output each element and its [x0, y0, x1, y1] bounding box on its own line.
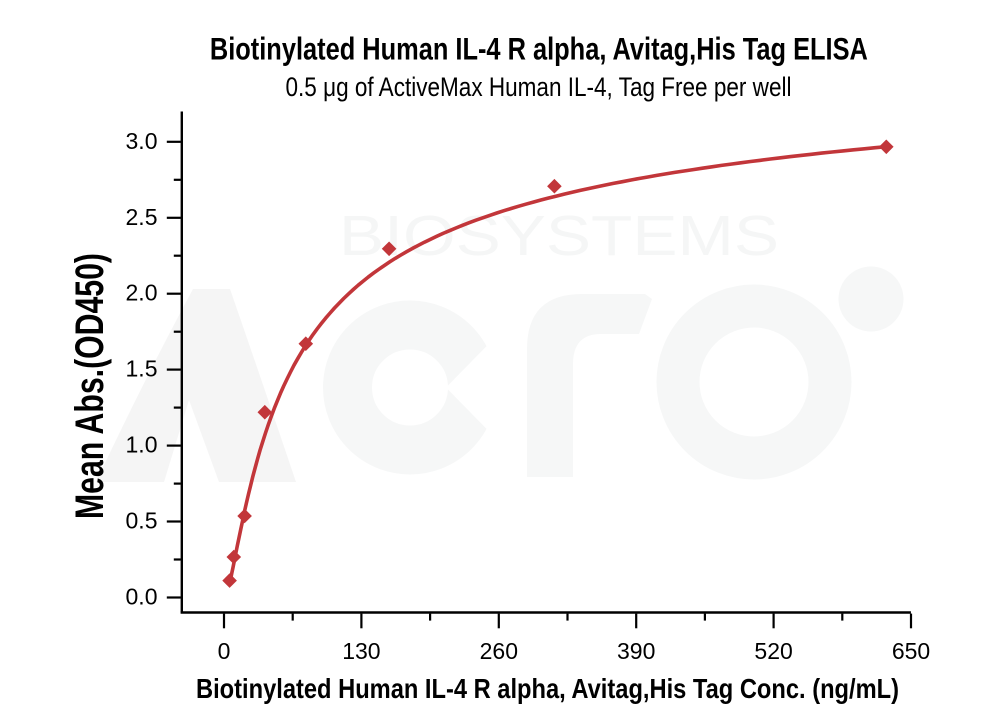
svg-text:520: 520	[754, 638, 792, 664]
svg-text:2.5: 2.5	[126, 204, 158, 230]
svg-text:390: 390	[617, 638, 655, 664]
svg-text:260: 260	[480, 638, 518, 664]
svg-text:0.0: 0.0	[126, 584, 158, 610]
svg-text:2.0: 2.0	[126, 280, 158, 306]
svg-text:0: 0	[218, 638, 231, 664]
svg-text:0.5 μg of ActiveMax Human IL-4: 0.5 μg of ActiveMax Human IL-4, Tag Free…	[286, 72, 792, 102]
svg-text:BIOSYSTEMS: BIOSYSTEMS	[339, 204, 779, 268]
svg-text:0.5: 0.5	[126, 508, 158, 534]
svg-text:130: 130	[342, 638, 380, 664]
svg-text:1.0: 1.0	[126, 432, 158, 458]
svg-text:Mean Abs.(OD450): Mean Abs.(OD450)	[68, 253, 112, 519]
svg-text:3.0: 3.0	[126, 128, 158, 154]
svg-text:Biotinylated Human IL-4 R alph: Biotinylated Human IL-4 R alpha, Avitag,…	[210, 31, 868, 67]
svg-text:650: 650	[892, 638, 930, 664]
svg-text:Biotinylated Human IL-4 R alph: Biotinylated Human IL-4 R alpha, Avitag,…	[196, 673, 899, 704]
svg-text:1.5: 1.5	[126, 356, 158, 382]
